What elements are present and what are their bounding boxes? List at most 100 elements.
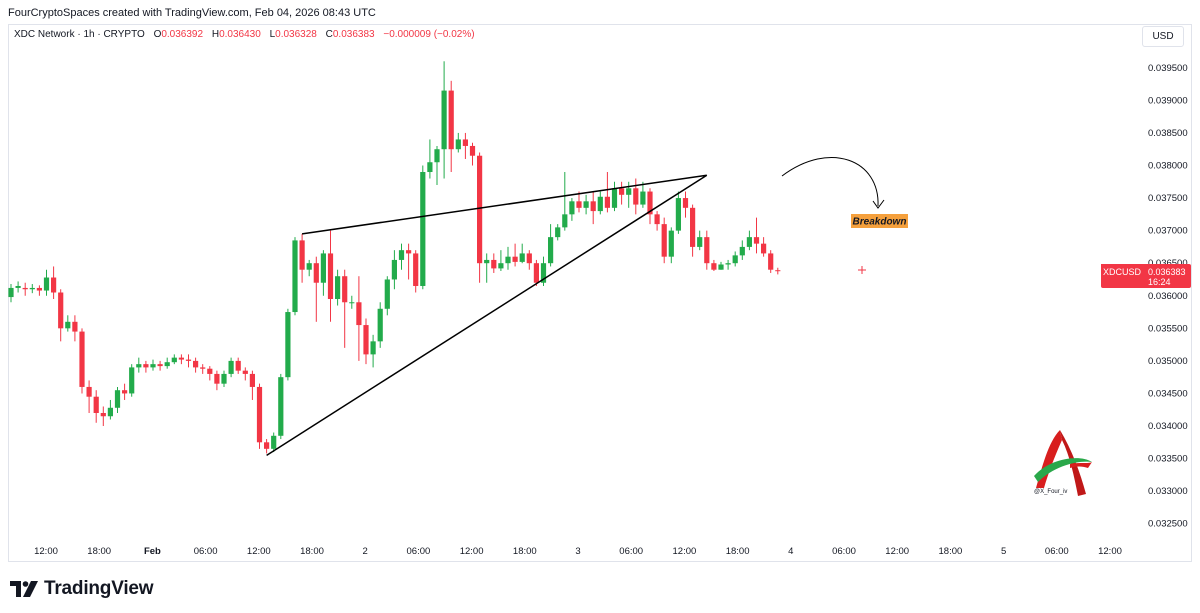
- y-tick-label: 0.032500: [1148, 519, 1188, 530]
- candle: [299, 240, 305, 270]
- x-tick-label: 06:00: [1045, 546, 1069, 557]
- candle: [86, 386, 92, 397]
- x-tick-label: 18:00: [513, 546, 537, 557]
- ohlc-legend: XDC Network · 1h · CRYPTO O0.036392 H0.0…: [14, 29, 475, 40]
- y-tick-label: 0.038500: [1148, 128, 1188, 139]
- candle: [93, 396, 99, 413]
- candle: [484, 259, 490, 264]
- candle: [107, 407, 113, 417]
- candle: [690, 207, 696, 247]
- candle: [285, 312, 291, 378]
- candle: [264, 442, 270, 449]
- candle: [583, 201, 589, 208]
- candle: [228, 360, 234, 374]
- candle: [391, 259, 397, 280]
- candle: [214, 373, 220, 384]
- watermark-handle: @X_Four_iv: [1034, 489, 1068, 495]
- candle: [732, 255, 738, 264]
- candle: [150, 364, 156, 368]
- candle: [611, 188, 618, 208]
- candle: [441, 90, 447, 150]
- x-tick-label: 18:00: [300, 546, 324, 557]
- candle: [739, 246, 745, 256]
- candle: [327, 253, 334, 300]
- x-tick-label: 06:00: [619, 546, 643, 557]
- candle: [235, 360, 241, 371]
- candle: [313, 263, 319, 283]
- candle: [626, 188, 632, 195]
- candle: [384, 279, 390, 309]
- y-tick-label: 0.038000: [1148, 160, 1188, 171]
- brand[interactable]: TradingView: [10, 578, 154, 600]
- candle: [640, 191, 646, 205]
- candle: [590, 201, 596, 212]
- candle: [342, 276, 348, 303]
- candle: [434, 149, 440, 163]
- candle: [36, 287, 42, 291]
- candle: [427, 162, 433, 173]
- trendline: [301, 174, 707, 235]
- candle: [477, 155, 483, 264]
- candle: [775, 270, 781, 272]
- time-axis: 12:00 18:00 Feb 06:00 12:00 18:00 2 06:00 12:00 1…: [34, 546, 1122, 557]
- candle: [178, 357, 184, 360]
- candle: [413, 253, 419, 286]
- x-tick-label: 4: [788, 546, 793, 557]
- tradingview-logo-icon: [10, 581, 38, 597]
- candle: [725, 263, 731, 265]
- candle: [335, 276, 341, 300]
- candle: [58, 292, 64, 329]
- candle: [79, 331, 85, 387]
- candle: [157, 364, 163, 367]
- legend-close: 0.036383: [332, 29, 375, 40]
- crosshair-marker: [858, 266, 866, 274]
- candle: [249, 373, 255, 387]
- currency-button[interactable]: USD: [1142, 26, 1184, 47]
- y-tick-label: 0.033000: [1148, 486, 1188, 497]
- candle: [420, 172, 426, 286]
- x-tick-label: 18:00: [726, 546, 750, 557]
- candle: [356, 302, 362, 326]
- candle: [562, 214, 568, 228]
- brand-name: TradingView: [44, 578, 154, 599]
- candle: [654, 214, 660, 225]
- legend-low-label: L: [269, 29, 276, 40]
- candle: [256, 386, 263, 443]
- candle: [555, 227, 561, 238]
- candle: [675, 198, 681, 231]
- price-tag-symbol-bg: [1101, 264, 1141, 278]
- x-tick-label: 12:00: [673, 546, 697, 557]
- candle: [363, 325, 369, 355]
- y-tick-label: 0.034000: [1148, 421, 1188, 432]
- legend-high-label: H: [211, 29, 220, 40]
- legend-symbol: XDC Network · 1h · CRYPTO: [14, 29, 145, 40]
- price-axis: 0.032500 0.033000 0.033500 0.034000 0.034500…: [1148, 63, 1188, 530]
- candle: [8, 287, 14, 298]
- candle: [136, 364, 142, 368]
- candle: [114, 390, 121, 408]
- legend-close-label: C: [325, 29, 333, 40]
- x-tick-label: 18:00: [87, 546, 111, 557]
- price-tag-countdown: 16:24: [1148, 277, 1171, 287]
- candle: [29, 287, 35, 290]
- creator-line: FourCryptoSpaces created with TradingVie…: [8, 7, 376, 19]
- candle: [718, 264, 724, 270]
- candle: [51, 277, 57, 293]
- x-tick-label: Feb: [144, 546, 161, 557]
- candle: [633, 188, 639, 205]
- candle: [271, 435, 277, 449]
- candle: [462, 139, 468, 146]
- candle: [498, 263, 504, 269]
- x-tick-label: 12:00: [247, 546, 271, 557]
- y-tick-label: 0.033500: [1148, 454, 1188, 465]
- y-tick-label: 0.036500: [1148, 258, 1188, 269]
- candle: [491, 259, 497, 269]
- y-tick-label: 0.037500: [1148, 193, 1188, 204]
- candle: [597, 196, 603, 212]
- candle: [448, 90, 454, 150]
- candle: [661, 224, 667, 257]
- candle: [682, 198, 689, 208]
- candle: [512, 256, 518, 262]
- candle: [377, 308, 383, 342]
